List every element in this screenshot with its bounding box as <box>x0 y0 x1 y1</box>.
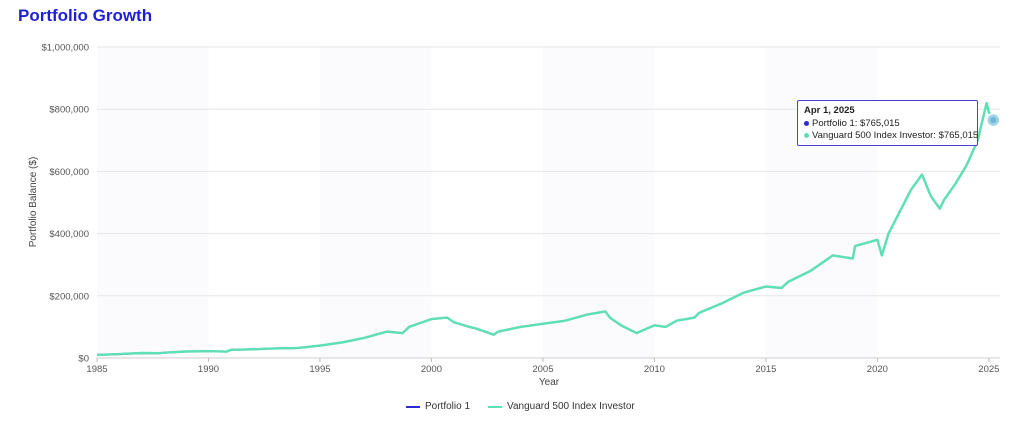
background-band <box>654 47 766 358</box>
tooltip-row-text: Vanguard 500 Index Investor: $765,015 <box>812 130 979 141</box>
legend: Portfolio 1 Vanguard 500 Index Investor <box>406 401 635 412</box>
background-band <box>877 47 989 358</box>
tooltip-row-portfolio-1: Portfolio 1: $765,015 <box>804 118 971 130</box>
vanguard-dot-icon <box>804 132 809 138</box>
legend-swatch-icon <box>406 405 420 408</box>
y-tick-label: $400,000 <box>49 229 89 240</box>
tooltip: Apr 1, 2025 Portfolio 1: $765,015 Vangua… <box>797 100 978 146</box>
background-band <box>208 47 320 358</box>
legend-item-portfolio-1[interactable]: Portfolio 1 <box>406 401 470 412</box>
x-tick-label: 1995 <box>309 364 330 375</box>
portfolio-1-dot-icon <box>804 120 809 126</box>
x-tick-label: 1990 <box>198 364 219 375</box>
gridlines <box>97 46 1000 359</box>
page-title: Portfolio Growth <box>18 6 153 25</box>
y-tick-label: $0 <box>78 354 89 365</box>
background-band <box>765 47 878 358</box>
tooltip-date: Apr 1, 2025 <box>804 105 855 116</box>
x-tick-label: 2020 <box>867 364 888 375</box>
legend-label: Vanguard 500 Index Investor <box>507 401 635 412</box>
legend-item-vanguard[interactable]: Vanguard 500 Index Investor <box>488 401 635 412</box>
tooltip-row-text: Portfolio 1: $765,015 <box>812 118 900 129</box>
background-band <box>97 47 209 358</box>
series-lines <box>96 101 995 357</box>
legend-swatch-icon <box>488 405 503 408</box>
y-axis-ticks: $0 $200,000 $400,000 $600,000 $800,000 $1,000… <box>41 43 89 365</box>
background-band <box>431 47 543 358</box>
legend-label: Portfolio 1 <box>425 401 471 412</box>
x-tick-label: 2010 <box>644 364 665 375</box>
y-tick-label: $800,000 <box>49 105 89 116</box>
x-tick-label: 1985 <box>86 364 107 375</box>
y-tick-label: $200,000 <box>49 291 89 302</box>
x-tick-label: 2025 <box>978 364 999 375</box>
x-tick-label: 2005 <box>532 364 553 375</box>
y-axis-title: Portfolio Balance ($) <box>28 157 39 248</box>
background-band <box>319 47 432 358</box>
y-tick-label: $600,000 <box>49 167 89 178</box>
chart-background-bands <box>97 47 989 358</box>
x-axis-title: Year <box>539 377 560 388</box>
x-axis-ticks: 1985 1990 1995 2000 2005 2010 2015 2020 2025 <box>86 358 999 375</box>
series-line-vanguard <box>96 101 995 357</box>
y-tick-label: $1,000,000 <box>41 43 89 54</box>
hover-marker <box>986 112 1001 128</box>
tooltip-row-vanguard: Vanguard 500 Index Investor: $765,015 <box>804 130 978 142</box>
hover-point-center <box>990 117 997 124</box>
x-tick-label: 2015 <box>755 364 776 375</box>
background-band <box>542 47 655 358</box>
x-tick-label: 2000 <box>421 364 442 375</box>
